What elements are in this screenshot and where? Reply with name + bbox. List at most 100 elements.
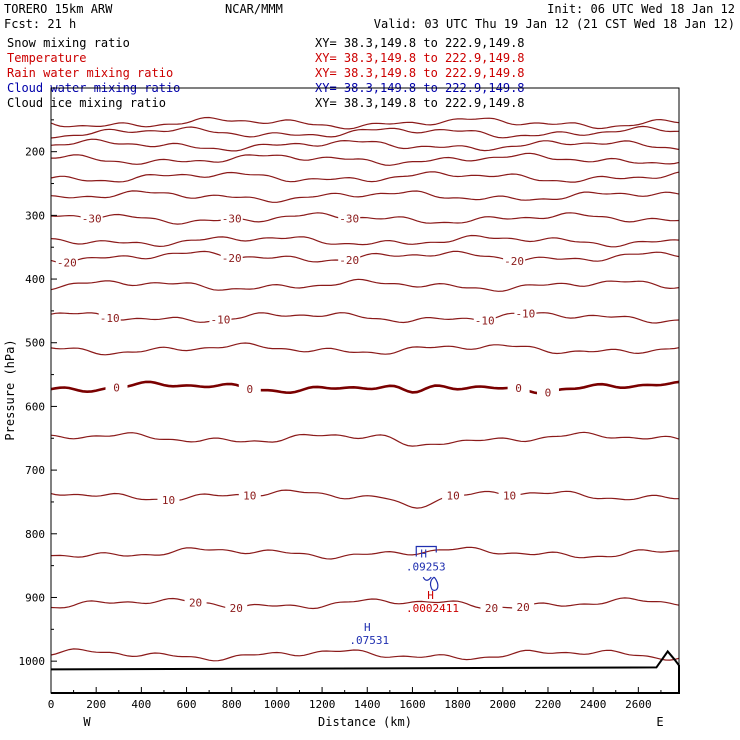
isotherm-label: 20 [189,596,202,609]
header-center: NCAR/MMM [225,2,283,16]
isotherm-line [50,171,680,183]
y-tick-label: 700 [25,464,45,477]
isotherm-line [50,138,680,152]
isotherm-label-bg [507,382,530,394]
isotherm-label-bg [442,489,465,501]
cloud-water-contour [415,545,437,557]
isotherm-label: -10 [210,313,230,326]
isotherm-line [50,250,680,264]
isotherm-label: -30 [222,213,242,226]
isotherm-label-bg [55,256,78,268]
x-tick-label: 2000 [490,698,517,711]
isotherm-label: -30 [339,213,359,226]
legend-label-cloud-ice: Cloud ice mixing ratio [7,96,166,110]
x-axis-title: Distance (km) [318,715,412,729]
isotherm-line [50,190,680,203]
isotherm-label: 20 [230,602,243,615]
isotherm-label: 10 [446,490,459,503]
y-tick-label: 800 [25,528,45,541]
y-tick-label: 400 [25,273,45,286]
x-tick-label: 0 [48,698,55,711]
y-axis-title: Pressure (hPa) [3,339,17,440]
x-tick-label: 2200 [535,698,562,711]
x-tick-label: 200 [86,698,106,711]
isotherm-label-bg [238,383,261,395]
isotherm-label: 10 [243,489,256,502]
isotherm-label: -30 [82,213,102,226]
isotherm-label: -20 [57,257,77,270]
isotherm-line [50,212,680,225]
extremum-value-label: .07531 [349,634,389,647]
header-fcst: Fcst: 21 h [4,17,76,31]
isotherm-label: -20 [339,254,359,267]
isotherm-label-bg [498,489,521,501]
isotherm-label-bg [209,313,232,325]
cloud-water-contour [422,576,439,591]
isotherm-line [50,431,680,447]
legend-label-temperature: Temperature [7,51,86,65]
isotherm-label-bg [473,314,496,326]
x-end-label-west: W [83,715,91,729]
isotherm-label: 20 [517,601,530,614]
extremum-value-label: .0002411 [406,602,459,615]
x-tick-label: 1400 [354,698,381,711]
isotherm-label-bg [98,312,121,324]
terrain-line [50,649,680,694]
isotherm-label-bg [238,489,261,501]
isotherm-line [50,278,680,292]
legend-xy-rain: XY= 38.3,149.8 to 222.9,149.8 [315,66,525,80]
isotherm-line [51,152,680,166]
isotherm-line [50,125,680,139]
x-tick-label: 600 [177,698,197,711]
header-model: TORERO 15km ARW [4,2,113,16]
isotherm-label-bg [512,600,535,612]
isotherm-label-bg [514,307,537,319]
isotherm-line [50,597,680,610]
isotherm-label: 0 [515,382,522,395]
isotherm-label: 10 [503,489,516,502]
isotherm-label: 0 [545,386,552,399]
y-tick-label: 900 [25,591,45,604]
isotherm-label-bg [503,255,526,267]
y-tick-label: 200 [25,146,45,159]
isotherm-label-bg [536,386,559,398]
legend-xy-temperature: XY= 38.3,149.8 to 222.9,149.8 [315,51,525,65]
isotherm-label: 10 [162,494,175,507]
isotherm-label-bg [225,602,248,614]
isotherm-label-bg [220,212,243,224]
isotherm-label-bg [338,212,361,224]
legend-xy-snow: XY= 38.3,149.8 to 222.9,149.8 [315,36,525,50]
isotherm-line [50,234,680,248]
plot-frame [50,87,680,694]
isotherm-label-bg [105,381,128,393]
extremum-high-marker: H [427,589,434,602]
isotherm-label: -20 [222,252,242,265]
isotherm-label: -10 [100,312,120,325]
x-end-label-east: E [656,715,663,729]
y-tick-label: 600 [25,400,45,413]
isotherm-line [50,116,680,130]
x-tick-label: 400 [131,698,151,711]
header-init: Init: 06 UTC Wed 18 Jan 12 [547,2,735,16]
x-tick-label: 2400 [580,698,607,711]
isotherm-label-bg [480,601,503,613]
isotherm-label-bg [157,494,180,506]
x-tick-label: 800 [222,698,242,711]
y-tick-label: 1000 [19,655,46,668]
y-tick-label: 500 [25,337,45,350]
x-tick-label: 1000 [264,698,291,711]
isotherm-label: -20 [504,255,524,268]
isotherm-line [50,380,680,395]
extremum-high-marker: H [420,548,427,561]
isotherm-label-bg [80,212,103,224]
isotherm-line [50,489,679,509]
isotherm-label: -10 [475,314,495,327]
x-tick-label: 1600 [399,698,426,711]
extremum-high-marker: H [364,621,371,634]
x-tick-label: 2600 [625,698,652,711]
isotherm-line [50,546,680,560]
x-tick-label: 1200 [309,698,336,711]
extremum-value-label: .09253 [406,561,446,574]
